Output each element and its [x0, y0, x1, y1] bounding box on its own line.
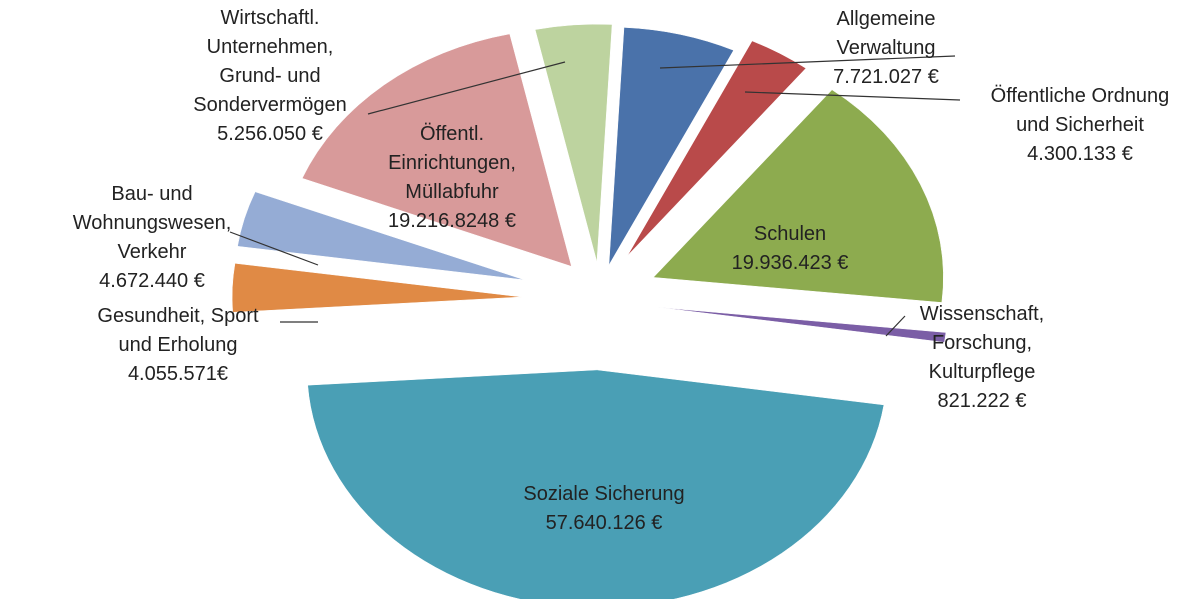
slice-label-line: Allgemeine	[837, 8, 936, 30]
leader-line-wissenschaft-forschung-kulturpflege	[885, 315, 906, 337]
slice-label-line: 4.300.133 €	[1027, 143, 1133, 165]
slice-label-line: Schulen	[754, 223, 826, 245]
leader-line-oeffentliche-ordnung-und-sicherheit	[744, 91, 961, 101]
slice-allgemeine-verwaltung	[608, 27, 734, 266]
leader-lines	[229, 55, 961, 337]
pie-slices	[231, 23, 947, 599]
slice-soziale-sicherung	[307, 369, 885, 599]
slice-label-line: Wirtschaftl.	[221, 7, 320, 29]
slice-label-line: Wissenschaft,	[920, 303, 1044, 325]
slice-label-line: Müllabfuhr	[405, 181, 499, 203]
slice-label-line: Unternehmen,	[207, 36, 334, 58]
slice-label-line: Forschung,	[932, 332, 1032, 354]
slice-bau-und-wohnungswesen-verkehr	[237, 191, 525, 281]
slice-label-line: Kulturpflege	[929, 361, 1036, 383]
slice-label-line: 4.672.440 €	[99, 270, 205, 292]
slice-label-bau-und-wohnungswesen-verkehr: Bau- und Wohnungswesen, Verkehr 4.672.440 €	[73, 183, 232, 292]
leader-line-bau-und-wohnungswesen-verkehr	[229, 231, 319, 266]
slice-label-line: Bau- und	[111, 183, 192, 205]
slice-label-wirtschaftl-unternehmen-grund-und-sondervermoegen: Wirtschaftl. Unternehmen, Grund- und Sonder…	[193, 7, 346, 145]
slice-label-gesundheit-sport-und-erholung: Gesundheit, Sport und Erholung 4.055.571€	[97, 305, 259, 385]
slice-label-wissenschaft-forschung-kulturpflege: Wissenschaft, Forschung, Kulturpflege 821.2…	[920, 303, 1044, 412]
slice-label-schulen: Schulen 19.936.423 €	[732, 223, 849, 274]
slice-label-line: 19.936.423 €	[732, 252, 849, 274]
slice-label-line: Öffentliche Ordnung	[991, 85, 1170, 107]
slice-label-allgemeine-verwaltung: Allgemeine Verwaltung 7.721.027 €	[833, 8, 939, 88]
slice-label-line: Wohnungswesen,	[73, 212, 232, 234]
slice-label-line: 5.256.050 €	[217, 123, 323, 145]
slice-label-oeffentl-einrichtungen-muellabfuhr: Öffentl. Einrichtungen, Müllabfuhr 19.216.8…	[388, 123, 516, 232]
slice-label-line: 4.055.571€	[128, 363, 228, 385]
leader-line-wirtschaftl-unternehmen-grund-und-sondervermoegen	[367, 61, 566, 115]
slice-label-line: Öffentl.	[420, 123, 484, 145]
slice-label-line: Verwaltung	[837, 37, 936, 59]
slice-label-line: und Erholung	[119, 334, 238, 356]
slice-schulen	[652, 89, 944, 303]
slice-oeffentliche-ordnung-und-sicherheit	[627, 40, 807, 256]
slice-label-line: Sondervermögen	[193, 94, 346, 116]
slice-gesundheit-sport-und-erholung	[231, 263, 523, 313]
slice-wirtschaftl-unternehmen-grund-und-sondervermoegen	[534, 23, 613, 263]
slice-label-line: 7.721.027 €	[833, 66, 939, 88]
slice-label-soziale-sicherung: Soziale Sicherung 57.640.126 €	[523, 483, 684, 534]
slice-label-line: Soziale Sicherung	[523, 483, 684, 505]
slice-label-line: 821.222 €	[938, 390, 1027, 412]
slice-label-line: 19.216.8248 €	[388, 210, 516, 232]
slice-label-line: Grund- und	[219, 65, 320, 87]
slice-wissenschaft-forschung-kulturpflege	[657, 307, 947, 343]
leader-line-allgemeine-verwaltung	[659, 55, 956, 69]
slice-label-oeffentliche-ordnung-und-sicherheit: Öffentliche Ordnung und Sicherheit 4.300.1…	[991, 85, 1170, 165]
slice-label-line: Gesundheit, Sport	[97, 305, 259, 327]
slice-labels: Allgemeine Verwaltung 7.721.027 € Öffentlic…	[73, 7, 1170, 534]
slice-oeffentl-einrichtungen-muellabfuhr	[301, 33, 572, 267]
slice-label-line: Verkehr	[118, 241, 187, 263]
slice-label-line: und Sicherheit	[1016, 114, 1144, 136]
slice-label-line: 57.640.126 €	[546, 512, 663, 534]
slice-label-line: Einrichtungen,	[388, 152, 516, 174]
